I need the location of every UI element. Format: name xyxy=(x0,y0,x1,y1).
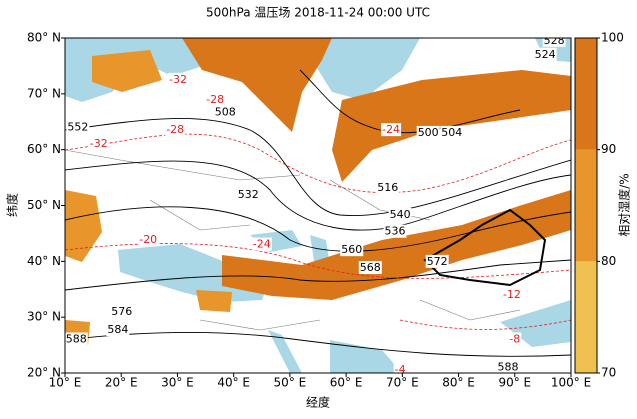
y-axis-label: 纬度 xyxy=(5,193,20,217)
map-background xyxy=(65,38,571,373)
label-background xyxy=(381,123,402,137)
colorbar-segment xyxy=(575,38,597,150)
x-tick-label: 60° E xyxy=(330,376,363,390)
label-background xyxy=(251,237,272,251)
label-background xyxy=(358,261,382,275)
label-background xyxy=(376,181,400,195)
temperature-label: -32 xyxy=(90,137,108,150)
x-tick-label: 20° E xyxy=(105,376,138,390)
x-tick-label: 30° E xyxy=(161,376,194,390)
label-background xyxy=(106,323,130,337)
label-background xyxy=(236,187,260,201)
label-background xyxy=(165,123,186,137)
y-tick-label: 60° N xyxy=(27,142,61,156)
height-label: 576 xyxy=(111,305,132,318)
temperature-label: -20 xyxy=(139,233,157,246)
colorbar-tick-label: 90 xyxy=(601,142,616,156)
colorbar-segment xyxy=(575,261,597,373)
label-background xyxy=(340,243,364,257)
temperature-label: -24 xyxy=(382,123,400,136)
colorbar-tick-label: 70 xyxy=(601,366,616,380)
label-background xyxy=(168,72,188,86)
temperature-label: -8 xyxy=(509,333,520,346)
height-label: 500 xyxy=(418,126,439,139)
y-tick-label: 70° N xyxy=(27,86,61,100)
temperature-label: -12 xyxy=(503,288,521,301)
x-tick-label: 80° E xyxy=(442,376,475,390)
height-label: 560 xyxy=(341,243,362,256)
label-background xyxy=(440,125,464,139)
y-tick-label: 20° N xyxy=(27,366,61,380)
x-axis-label: 经度 xyxy=(306,395,330,410)
height-label: 572 xyxy=(427,255,448,268)
y-tick-label: 50° N xyxy=(27,198,61,212)
label-background xyxy=(110,305,134,319)
height-label: 568 xyxy=(360,261,381,274)
label-background xyxy=(501,287,522,301)
x-tick-label: 10° E xyxy=(49,376,82,390)
label-background xyxy=(542,38,566,47)
label-background xyxy=(66,120,90,134)
height-label: 588 xyxy=(498,360,519,373)
label-background xyxy=(425,254,449,268)
label-background xyxy=(383,224,407,238)
label-background xyxy=(213,105,237,119)
label-background xyxy=(533,47,557,61)
x-tick-label: 100° E xyxy=(551,376,591,390)
colorbar-frame xyxy=(574,37,598,374)
label-background xyxy=(65,332,88,346)
height-label: 552 xyxy=(67,120,88,133)
chart-title: 500hPa 温压场 2018-11-24 00:00 UTC xyxy=(206,6,430,20)
colorbar-tick-label: 80 xyxy=(601,254,616,268)
height-label: 504 xyxy=(441,126,462,139)
height-label: 532 xyxy=(238,188,259,201)
y-tick-label: 40° N xyxy=(27,254,61,268)
x-tick-label: 90° E xyxy=(498,376,531,390)
y-tick-label: 30° N xyxy=(27,310,61,324)
temperature-label: -4 xyxy=(395,363,406,376)
x-tick-label: 70° E xyxy=(386,376,419,390)
height-label: 528 xyxy=(544,34,565,47)
label-background xyxy=(393,363,407,373)
colorbar-label: 相对湿度/% xyxy=(617,173,632,236)
label-background xyxy=(388,207,412,221)
label-background xyxy=(496,360,520,373)
colorbar-tick-label: 100 xyxy=(601,31,624,45)
label-background xyxy=(88,137,109,151)
height-label: 588 xyxy=(66,333,87,346)
temperature-label: -24 xyxy=(253,238,271,251)
x-tick-label: 40° E xyxy=(217,376,250,390)
temperature-label: -28 xyxy=(166,123,184,136)
label-background xyxy=(508,332,522,346)
label-background xyxy=(416,125,440,139)
height-label: 540 xyxy=(390,208,411,221)
x-tick-label: 50° E xyxy=(274,376,307,390)
height-label: 516 xyxy=(377,181,398,194)
colorbar-segment xyxy=(575,149,597,262)
label-background xyxy=(205,92,226,106)
height-label: 508 xyxy=(215,105,236,118)
height-label: 524 xyxy=(535,48,556,61)
label-background xyxy=(138,233,159,247)
temperature-label: -28 xyxy=(206,93,224,106)
height-label: 584 xyxy=(107,323,128,336)
y-tick-label: 80° N xyxy=(27,31,61,45)
temperature-label: -32 xyxy=(169,73,187,86)
height-label: 536 xyxy=(385,225,406,238)
